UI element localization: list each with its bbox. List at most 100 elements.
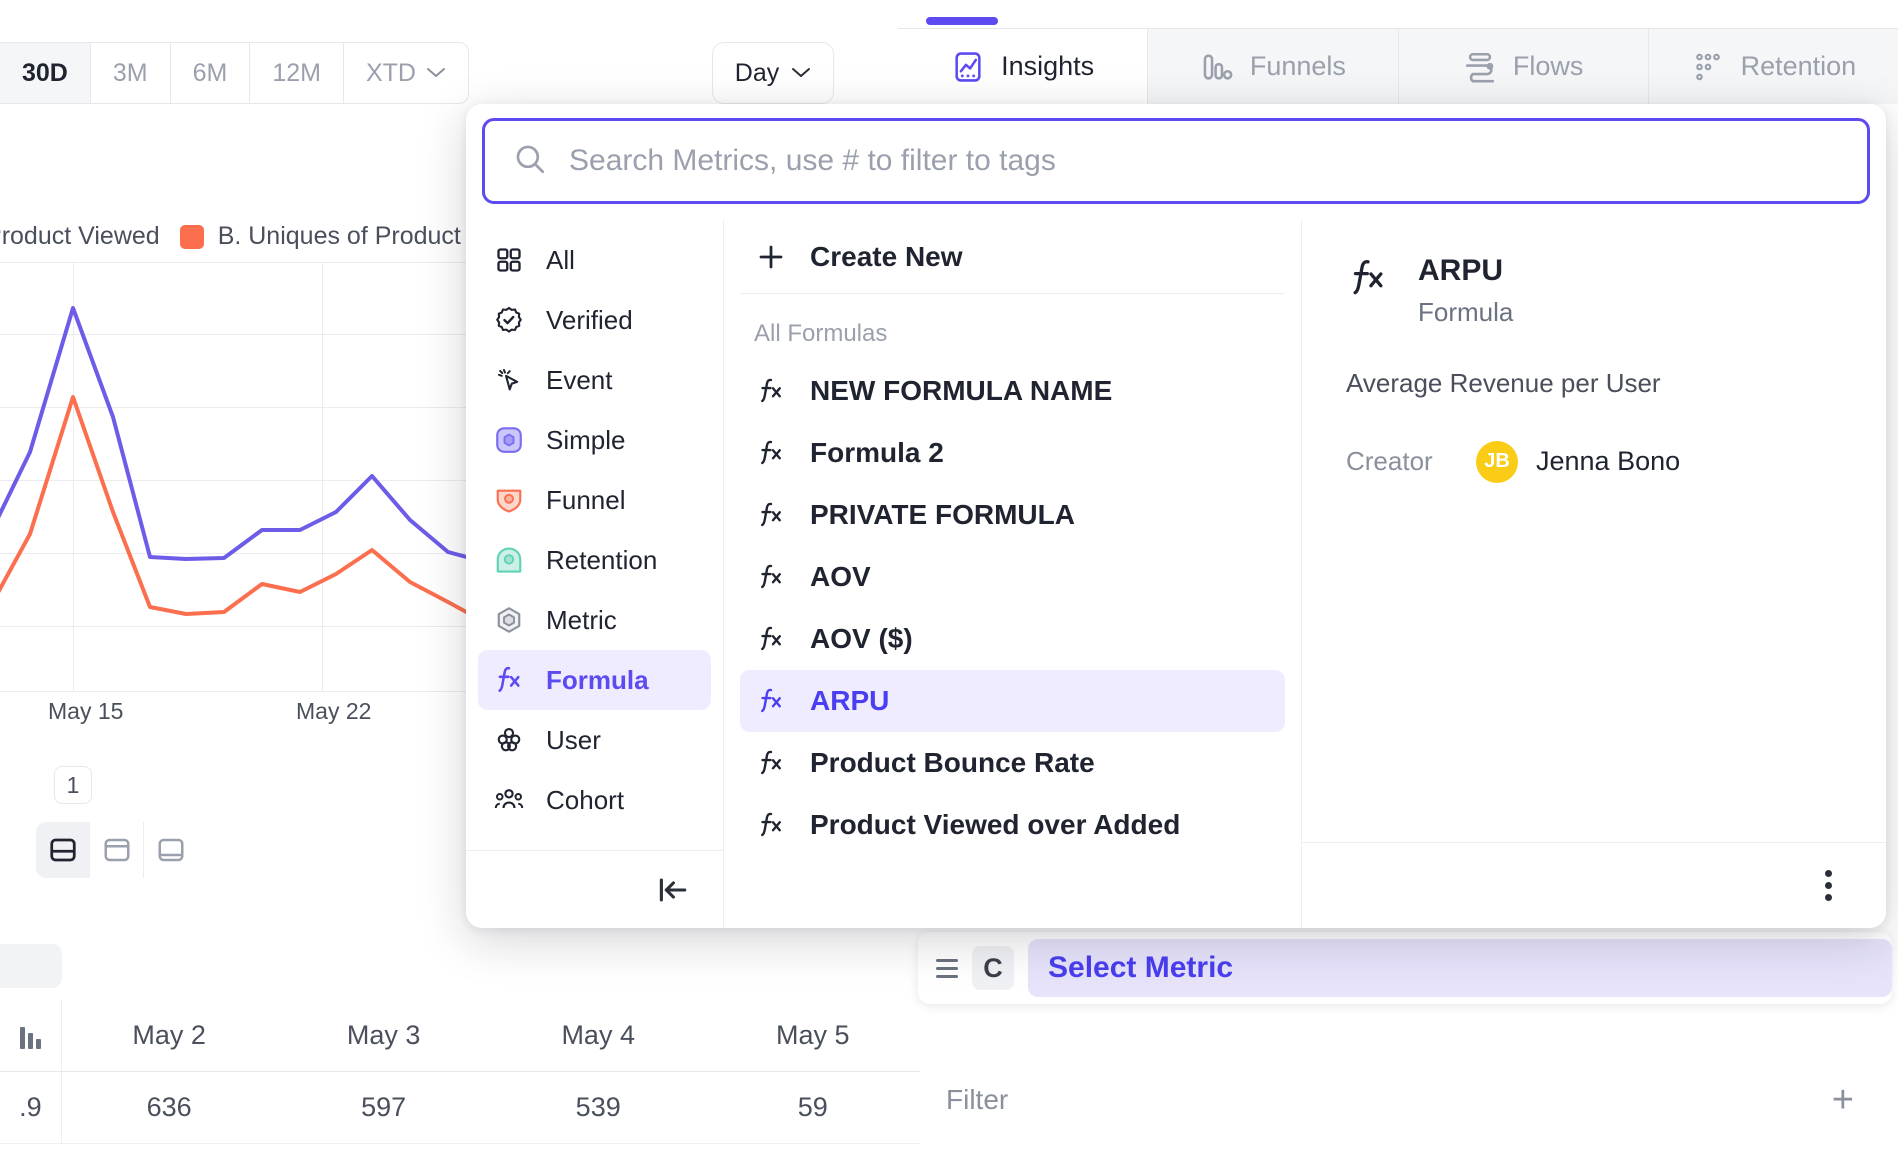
granularity-selector[interactable]: Day [712,42,834,104]
plus-icon [754,242,788,272]
rail-item-funnel-label: Funnel [546,484,626,515]
date-range-12m[interactable]: 12M [250,43,344,103]
grid-icon [492,243,526,277]
tab-retention[interactable]: Retention [1649,29,1898,104]
add-filter-plus-icon[interactable]: + [1831,1079,1854,1121]
fx-icon [754,500,788,530]
fx-icon [754,810,788,840]
rail-item-user[interactable]: User [478,710,711,770]
metric-detail-footer [1302,842,1886,928]
rail-item-simple-label: Simple [546,424,626,455]
tab-insights[interactable]: Insights [898,29,1149,104]
page-number-chip[interactable]: 1 [54,766,92,804]
x-tick-label-1: May 22 [296,698,372,724]
tab-flows[interactable]: Flows [1399,29,1649,104]
metric-detail-title: ARPU [1418,254,1504,287]
collapse-left-icon[interactable] [655,873,689,907]
rail-item-event-label: Event [546,364,613,395]
chevron-down-icon [791,64,811,84]
list-item-aov-dollar[interactable]: AOV ($) [740,608,1285,670]
list-item-label: NEW FORMULA NAME [810,375,1113,406]
rail-item-event[interactable]: Event [478,350,711,410]
table-cell-may5: 59 [797,1092,828,1122]
chart-plot-area [0,262,470,692]
table-col-header-may3[interactable]: May 3 [346,1020,421,1050]
date-range-xtd-label: XTD [365,58,416,87]
table-col-header-may4[interactable]: May 4 [561,1020,635,1050]
fx-icon [754,376,788,406]
list-item-label: ARPU [810,685,890,716]
category-rail: All Verified [466,220,724,928]
legend-item-a[interactable]: A. Uniques of Product Viewed [0,222,160,251]
date-range-6m[interactable]: 6M [171,43,251,103]
search-box[interactable] [482,118,1870,204]
rail-item-retention[interactable]: Retention [478,530,711,590]
drag-handle-icon[interactable] [936,958,958,978]
fx-icon [754,562,788,592]
date-range-30d[interactable]: 30D [0,43,91,103]
data-table: May 2 May 3 May 4 May 5 .9 636 597 539 5… [0,1000,920,1144]
create-new-label: Create New [810,240,963,272]
chart-gridlines [0,262,470,692]
metric-detail-main: ARPU Formula Average Revenue per User Cr… [1302,220,1886,842]
metric-detail-panel: ARPU Formula Average Revenue per User Cr… [1302,220,1886,928]
list-item-arpu[interactable]: ARPU [740,670,1285,732]
rail-item-cohort[interactable]: Cohort [478,770,711,830]
rail-item-retention-label: Retention [546,544,658,575]
layout-bottom-bar-icon[interactable] [144,822,198,878]
rail-item-metric[interactable]: Metric [478,590,711,650]
granularity-label: Day [734,58,780,87]
select-metric-label: Select Metric [1048,951,1234,984]
list-item-product-bounce-rate[interactable]: Product Bounce Rate [740,732,1285,794]
table-cell-rowlabel: .9 [0,1072,62,1143]
select-metric-button[interactable]: Select Metric [1028,939,1892,997]
cohort-people-icon [492,783,526,817]
list-item-formula-2[interactable]: Formula 2 [740,422,1285,484]
rail-item-simple[interactable]: Simple [478,410,711,470]
search-icon [513,142,547,181]
rail-item-cohort-label: Cohort [546,784,625,815]
kebab-menu-icon[interactable] [1817,862,1840,909]
rail-item-verified[interactable]: Verified [478,290,711,350]
funnel-icon [492,483,526,517]
list-item-private-formula[interactable]: PRIVATE FORMULA [740,484,1285,546]
metric-list-column: Create New All Formulas NEW FORMULA NAME [724,220,1302,928]
rail-item-all-label: All [546,244,575,275]
fx-icon [1346,256,1390,305]
create-new-button[interactable]: Create New [740,220,1285,294]
avatar: JB [1476,440,1518,483]
list-item-aov[interactable]: AOV [740,546,1285,608]
rail-footer [466,850,723,928]
list-group-header: All Formulas [754,320,888,347]
layout-top-bar-icon[interactable] [90,822,144,878]
list-item-new-formula-name[interactable]: NEW FORMULA NAME [740,360,1285,422]
layout-split-horizontal-icon[interactable] [36,822,90,878]
chart-legend: A. Uniques of Product Viewed B. Uniques … [0,222,539,251]
tab-retention-label: Retention [1740,51,1857,81]
table-row[interactable]: .9 636 597 539 59 [0,1072,920,1144]
rail-item-verified-label: Verified [546,304,633,335]
date-range-6m-label: 6M [192,58,228,87]
tab-funnels[interactable]: Funnels [1148,29,1399,104]
cursor-click-icon [492,363,526,397]
retention-icon [1691,50,1725,84]
list-item-product-viewed-over-added[interactable]: Product Viewed over Added [740,794,1285,856]
sort-icon[interactable] [0,1000,62,1071]
search-input[interactable] [569,144,1839,178]
table-cell-may3: 597 [361,1092,407,1122]
rail-item-formula[interactable]: Formula [478,650,711,710]
fx-icon [754,748,788,778]
date-range-xtd[interactable]: XTD [344,43,468,103]
date-range-3m[interactable]: 3M [91,43,171,103]
rail-item-all[interactable]: All [478,230,711,290]
metric-detail-header: ARPU Formula [1346,254,1846,328]
filter-section: Filter + [946,1078,1854,1122]
table-col-header-may5[interactable]: May 5 [775,1020,850,1050]
funnels-icon [1200,50,1234,84]
table-col-header-may2[interactable]: May 2 [132,1020,206,1050]
rail-item-funnel[interactable]: Funnel [478,470,711,530]
verified-badge-icon [492,303,526,337]
date-range-selector[interactable]: 30D 3M 6M 12M XTD [0,42,469,104]
chart-x-axis-labels: May 15 May 22 [0,698,470,728]
